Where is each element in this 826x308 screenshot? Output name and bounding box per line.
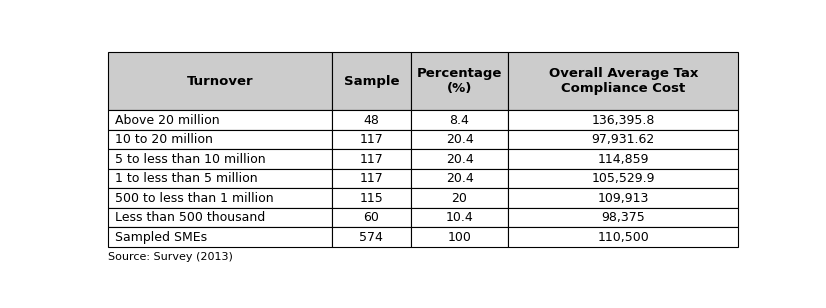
Bar [411,130,508,149]
Text: 20.4: 20.4 [446,133,473,146]
Text: 117: 117 [359,133,383,146]
Bar [508,111,738,130]
Bar [411,149,508,169]
Text: 117: 117 [359,172,383,185]
Text: 60: 60 [363,211,379,224]
Text: Sampled SMEs: Sampled SMEs [115,231,206,244]
Text: 117: 117 [359,153,383,166]
Bar [332,52,411,111]
Bar [508,188,738,208]
Text: 10.4: 10.4 [446,211,473,224]
Text: 110,500: 110,500 [597,231,649,244]
Bar [332,188,411,208]
Text: Percentage
(%): Percentage (%) [417,67,502,95]
Text: 100: 100 [448,231,472,244]
Bar [411,208,508,227]
Bar [411,169,508,188]
Text: 10 to 20 million: 10 to 20 million [115,133,212,146]
Text: 98,375: 98,375 [601,211,645,224]
Text: 20: 20 [452,192,468,205]
Bar [508,227,738,247]
Text: Sample: Sample [344,75,399,88]
Bar [411,52,508,111]
Bar [411,227,508,247]
Bar [508,149,738,169]
Text: 105,529.9: 105,529.9 [591,172,655,185]
Bar [108,149,332,169]
Text: 109,913: 109,913 [598,192,649,205]
Text: 20.4: 20.4 [446,172,473,185]
Bar [332,227,411,247]
Bar [108,111,332,130]
Bar [108,130,332,149]
Text: Overall Average Tax
Compliance Cost: Overall Average Tax Compliance Cost [548,67,698,95]
Bar [108,52,332,111]
Text: Above 20 million: Above 20 million [115,114,220,127]
Bar [332,169,411,188]
Bar [508,208,738,227]
Bar [108,208,332,227]
Bar [332,130,411,149]
Text: 20.4: 20.4 [446,153,473,166]
Text: 115: 115 [359,192,383,205]
Text: 8.4: 8.4 [449,114,469,127]
Text: 136,395.8: 136,395.8 [591,114,655,127]
Bar [108,188,332,208]
Text: 574: 574 [359,231,383,244]
Text: 114,859: 114,859 [597,153,649,166]
Bar [508,130,738,149]
Bar [411,188,508,208]
Bar [332,111,411,130]
Bar [411,111,508,130]
Bar [332,149,411,169]
Bar [108,227,332,247]
Text: 500 to less than 1 million: 500 to less than 1 million [115,192,273,205]
Text: 1 to less than 5 million: 1 to less than 5 million [115,172,258,185]
Text: 48: 48 [363,114,379,127]
Bar [508,169,738,188]
Text: Source: Survey (2013): Source: Survey (2013) [108,252,233,261]
Bar [508,52,738,111]
Text: 5 to less than 10 million: 5 to less than 10 million [115,153,265,166]
Bar [332,208,411,227]
Text: Turnover: Turnover [187,75,254,88]
Text: Less than 500 thousand: Less than 500 thousand [115,211,265,224]
Bar [108,169,332,188]
Text: 97,931.62: 97,931.62 [591,133,655,146]
